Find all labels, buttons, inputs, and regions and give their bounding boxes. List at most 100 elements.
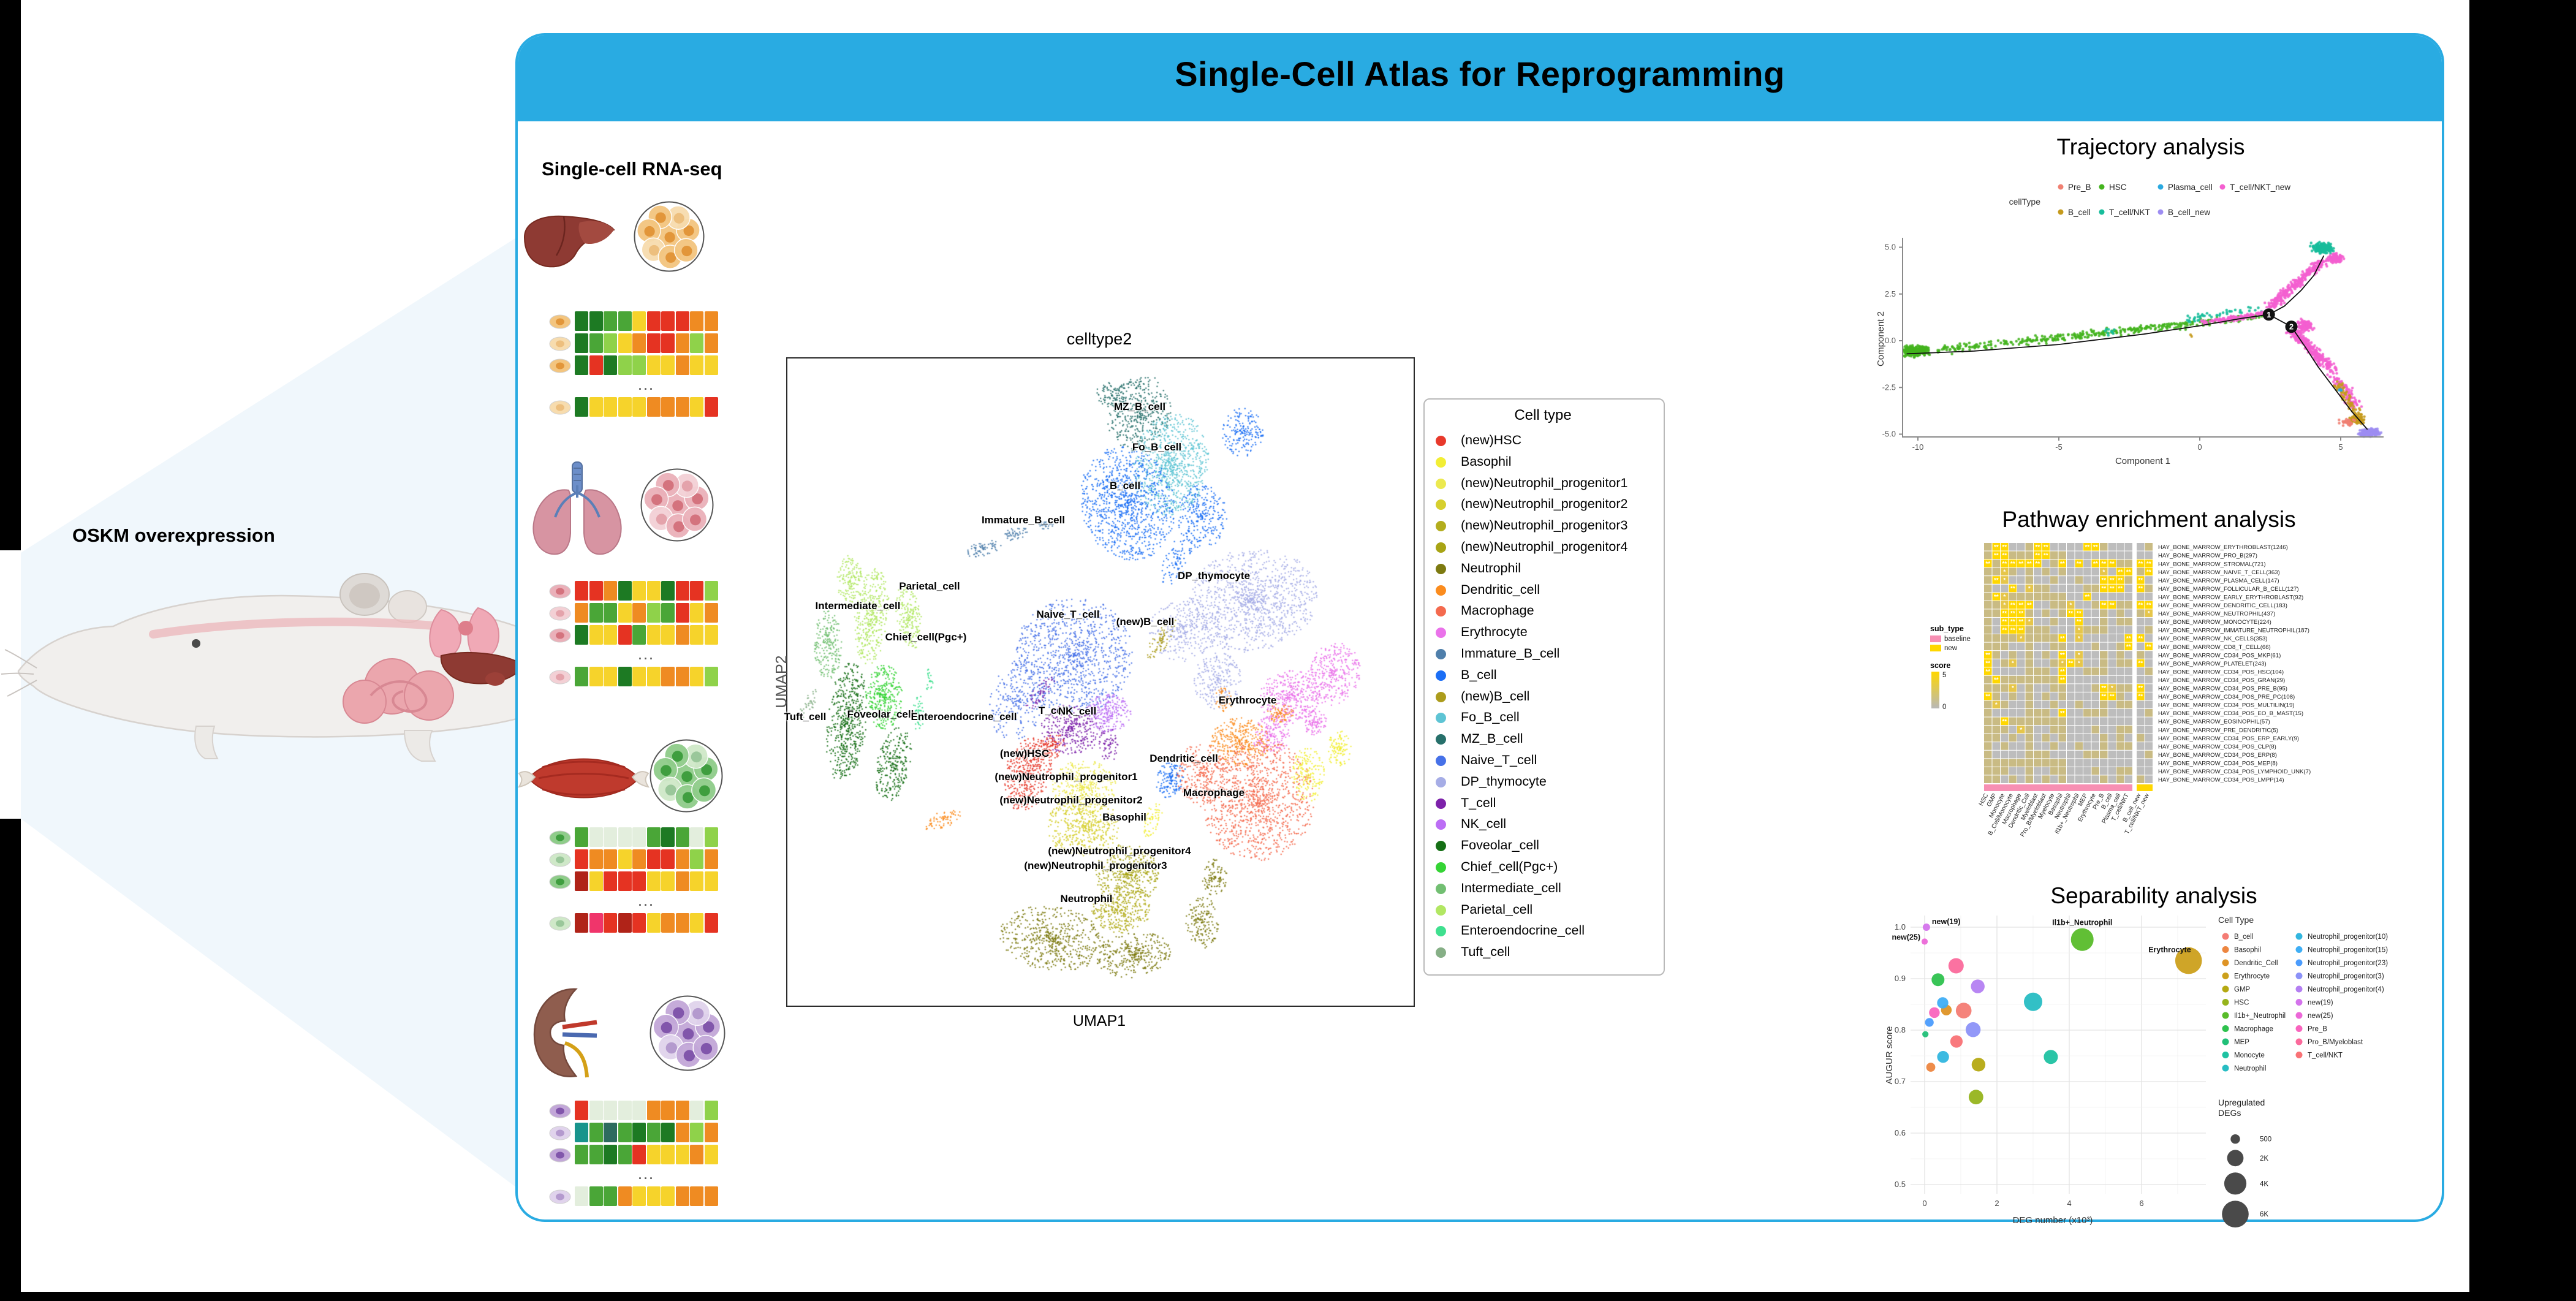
legend-swatch [1436,585,1446,596]
mouse-ear-inner [349,583,380,609]
svg-text:-5: -5 [2055,442,2063,452]
umap-label: Erythrocyte [1218,694,1277,706]
heatmap-row [575,1101,719,1120]
heatmap-ellipsis: ... [638,650,655,662]
legend-swatch [1436,841,1446,851]
umap-label: Chief_cell(Pgc+) [885,631,967,643]
svg-text:**: ** [2018,561,2023,567]
svg-text:**: ** [2018,610,2023,617]
legend-swatch [1436,713,1446,723]
celltype-legend-item: Naive_T_cell [1436,753,1537,768]
trajectory-ylabel: Component 2 [1876,311,1886,366]
svg-text:**: ** [2002,619,2007,626]
svg-text:**: ** [2110,602,2115,609]
trajectory-legend-swatch [2058,209,2064,215]
svg-text:**: ** [2002,627,2007,634]
separability-legend-swatch [2222,1012,2229,1019]
pathway-row-label: HAY_BONE_MARROW_PRO_B(297) [2158,553,2257,559]
heatmap-muscle: ... [547,827,725,935]
legend-swatch [1436,542,1446,553]
heatmap-row [575,603,719,623]
heatmap-ellipsis: ... [638,380,655,392]
legend-swatch [1436,436,1446,446]
pathway-row-label: HAY_BONE_MARROW_CD34_POS_PRE_B(95) [2158,686,2287,692]
celltype-legend-item: NK_cell [1436,816,1506,832]
pathway-row-label: HAY_BONE_MARROW_PLATELET(243) [2158,661,2267,667]
svg-text:**: ** [2077,610,2082,617]
svg-text:0: 0 [1942,704,1946,711]
svg-text:**: ** [2110,577,2115,584]
umap-cluster-labels: MZ_B_cell Fo_B_cell B_cell Immature_B_cell D… [784,357,1412,1004]
svg-text:**: ** [2060,635,2065,642]
svg-text:**: ** [1994,677,1999,684]
separability-legend-label: T_cell/NKT [2308,1052,2343,1060]
separability-legend-swatch [2295,1025,2303,1032]
umap-xlabel: UMAP1 [1072,1012,1126,1030]
separability-legend-swatch [2295,946,2303,953]
svg-text:*: * [2078,661,2080,667]
trajectory-axes [1902,238,2384,438]
pathway-row-label: HAY_BONE_MARROW_PLASMA_CELL(147) [2158,577,2279,584]
heatmap-row [575,355,719,375]
heatmap-row [575,1123,719,1142]
separability-bubble [1921,938,1928,945]
umap-label: Basophil [1102,811,1146,823]
svg-text:*: * [2012,661,2014,667]
separability-legend-swatch [2295,999,2303,1006]
svg-text:**: ** [1985,694,1990,700]
svg-text:**: ** [2002,552,2007,559]
umap-label: Enteroendocrine_cell [911,711,1017,723]
svg-text:**: ** [2146,569,2151,575]
left-bar-bottom [0,819,21,1301]
separability-bubble [2024,992,2042,1011]
bubble-annotation: Erythrocyte [2148,946,2191,954]
svg-text:**: ** [2085,594,2089,601]
lungs-cell-icon [549,628,571,643]
subtype-swatch [1930,645,1941,651]
trajectory-path [2268,255,2325,316]
umap-label: (new)Neutrophil_progenitor4 [1048,845,1191,857]
separability-legend-label: MEP [2234,1039,2249,1046]
pathway-row-label: HAY_BONE_MARROW_CD34_POS_PRE_PC(108) [2158,694,2295,700]
svg-text:**: ** [2126,635,2131,642]
separability-legend-swatch [2222,959,2229,966]
legend-swatch [1436,905,1446,916]
umap-label: Fo_B_cell [1132,441,1182,453]
svg-text:*: * [2028,619,2031,626]
celltype-legend-item: B_cell [1436,667,1497,683]
separability-legend-label: Neutrophil_progenitor(23) [2308,960,2388,967]
size-legend-label: 4K [2260,1180,2268,1188]
pathway-row-label: HAY_BONE_MARROW_CD8_T_CELL(66) [2158,644,2271,651]
svg-text:-2.5: -2.5 [1882,382,1896,392]
separability-legend-label: new(19) [2308,999,2333,1007]
separability-bubble [1926,1063,1936,1072]
lungs-cells-zoom [640,468,714,542]
trajectory-legend-swatch [2099,209,2105,215]
heatmap-row [575,1186,719,1206]
umap-canvas [787,358,1411,1003]
oskm-label: OSKM overexpression [72,525,275,546]
celltype-legend-item: Erythrocyte [1436,624,1528,640]
separability-legend-label: Il1b+_Neutrophil [2234,1012,2286,1020]
mouse-front-leg [194,726,219,759]
subtype-label: new [1944,645,1958,652]
celltype-legend-item: DP_thymocyte [1436,774,1547,789]
svg-text:DEGs: DEGs [2218,1108,2241,1118]
heatmap-row [575,827,719,847]
pathway-row-label: HAY_BONE_MARROW_EARLY_ERYTHROBLAST(92) [2158,594,2303,601]
svg-text:0.6: 0.6 [1895,1128,1906,1137]
svg-text:0.5: 0.5 [1895,1180,1906,1189]
pathway-baseline-bar [1984,784,2132,791]
muscle-cell-icon [549,916,571,931]
celltype-legend-item: Basophil [1436,454,1511,469]
trajectory-legend-label: Pre_B [2068,183,2091,192]
umap-label: Tuft_cell [784,711,827,723]
svg-text:**: ** [2002,544,2007,551]
svg-text:**: ** [2010,561,2015,567]
legend-swatch [1436,734,1446,745]
celltype-legend-item: (new)Neutrophil_progenitor2 [1436,496,1628,512]
separability-bubble [1937,997,1949,1009]
svg-text:*: * [2003,594,2006,601]
heatmap-row [575,625,719,645]
